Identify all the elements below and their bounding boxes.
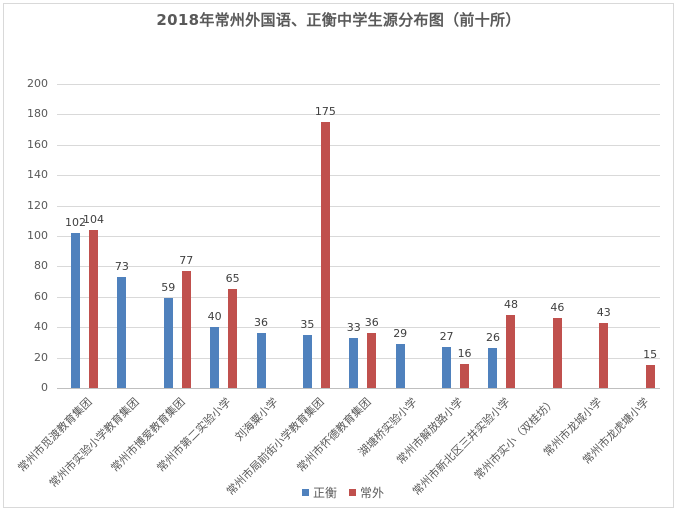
data-label: 102 <box>65 215 86 229</box>
bar-zhengheng[interactable] <box>163 298 173 388</box>
gridline <box>57 175 660 177</box>
bar-zhengheng[interactable] <box>395 343 405 388</box>
legend-label: 常外 <box>360 486 385 500</box>
data-label: 40 <box>207 310 222 324</box>
bar-changwai[interactable] <box>552 318 562 388</box>
bar-changwai[interactable] <box>320 122 330 388</box>
data-label: 77 <box>179 253 194 267</box>
y-tick-label: 160 <box>27 137 48 151</box>
legend-item-zhengheng[interactable]: 正衡 <box>302 484 337 501</box>
bar-changwai[interactable] <box>506 315 516 388</box>
data-label: 46 <box>550 301 565 315</box>
y-tick-label: 0 <box>41 381 48 394</box>
chart-frame <box>3 3 674 508</box>
y-tick-label: 80 <box>34 259 48 273</box>
data-label: 65 <box>225 272 240 286</box>
gridline <box>57 144 660 146</box>
bar-changwai[interactable] <box>181 270 191 388</box>
gridline <box>57 205 660 207</box>
data-label: 27 <box>439 329 454 343</box>
bar-zhengheng[interactable] <box>488 348 498 388</box>
data-label: 43 <box>596 305 611 319</box>
gridline <box>57 357 660 359</box>
y-tick-label: 40 <box>34 320 48 334</box>
data-label: 35 <box>300 317 315 331</box>
gridline <box>57 296 660 298</box>
data-label: 16 <box>457 346 472 360</box>
bar-changwai[interactable] <box>367 333 377 388</box>
data-label: 48 <box>503 298 518 312</box>
chart-title: 2018年常州外国语、正衡中学生源分布图（前十所） <box>156 11 521 29</box>
y-tick-label: 60 <box>34 289 48 303</box>
gridline <box>57 236 660 237</box>
bar-zhengheng[interactable] <box>302 334 312 388</box>
gridline <box>57 388 660 389</box>
bar-changwai[interactable] <box>599 322 609 388</box>
bar-zhengheng[interactable] <box>349 337 359 388</box>
legend-swatch-red-icon <box>349 489 357 496</box>
y-tick-label: 180 <box>27 107 48 121</box>
bar-zhengheng[interactable] <box>256 333 266 388</box>
plot-area: 102 73 59 40 36 35 33 29 27 26 104 77 65 175 36 16 48 46 4… <box>57 84 660 389</box>
legend-item-changwai[interactable]: 常外 <box>349 484 384 501</box>
bar-changwai[interactable] <box>645 365 655 388</box>
gridline <box>57 266 660 268</box>
y-tick-label: 140 <box>27 168 48 182</box>
data-label: 36 <box>364 316 379 330</box>
data-label: 29 <box>393 326 408 340</box>
data-label: 73 <box>114 260 129 274</box>
bar-changwai[interactable] <box>89 229 98 388</box>
bar-changwai[interactable] <box>228 289 238 388</box>
data-label: 15 <box>643 348 658 362</box>
data-label: 26 <box>485 331 500 345</box>
data-label: 36 <box>254 316 269 330</box>
data-label: 59 <box>161 281 176 295</box>
y-tick-label: 100 <box>27 229 48 242</box>
y-tick-label: 120 <box>27 198 48 212</box>
data-label: 33 <box>346 320 361 334</box>
legend-label: 正衡 <box>313 486 338 500</box>
bar-zhengheng[interactable] <box>117 277 127 388</box>
legend-swatch-blue-icon <box>302 489 309 496</box>
gridline <box>57 327 660 329</box>
bar-changwai[interactable] <box>460 363 470 388</box>
legend: 正衡 常外 <box>302 484 384 501</box>
y-tick-label: 200 <box>27 77 48 90</box>
gridline <box>57 114 660 116</box>
bar-zhengheng[interactable] <box>442 346 452 388</box>
y-tick-label: 20 <box>34 350 48 364</box>
data-label: 175 <box>314 105 336 118</box>
bar-zhengheng[interactable] <box>210 327 220 388</box>
bar-zhengheng[interactable] <box>71 232 80 388</box>
gridline <box>57 84 660 85</box>
data-label: 104 <box>83 212 104 226</box>
